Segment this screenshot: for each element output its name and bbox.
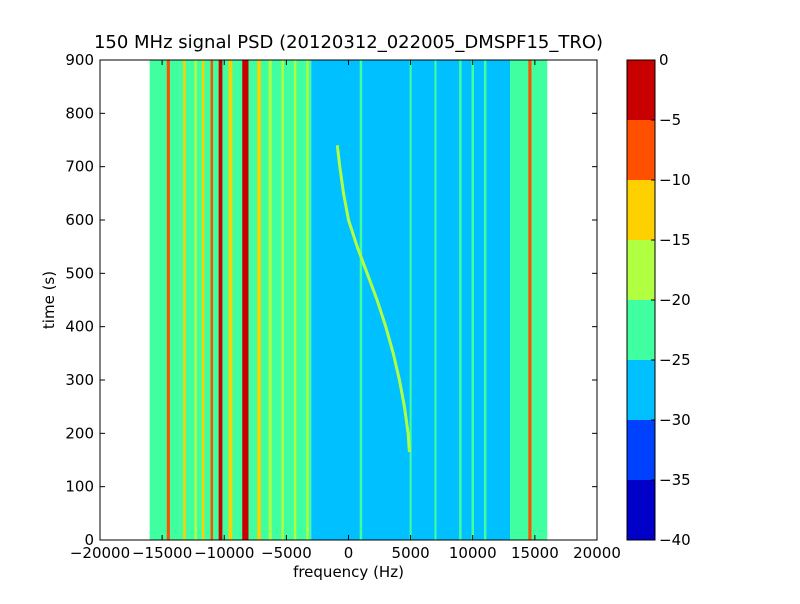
spectral-line-15 <box>434 60 437 540</box>
y-tick-label: 900 <box>65 51 94 69</box>
colorbar-level-4 <box>627 240 655 300</box>
spectral-line-5 <box>218 60 223 540</box>
spectral-line-12 <box>306 60 309 540</box>
spectral-line-17 <box>471 60 474 540</box>
spectral-line-19 <box>528 60 532 540</box>
y-tick-label: 600 <box>65 211 94 229</box>
colorbar-tick-label: −10 <box>659 171 691 189</box>
colorbar-tick-label: −30 <box>659 411 691 429</box>
spectral-line-16 <box>459 60 462 540</box>
x-tick-label: 15000 <box>511 544 559 562</box>
spectral-line-1 <box>183 60 186 540</box>
colorbar-level-2 <box>627 360 655 420</box>
heatmap-area <box>149 60 548 540</box>
spectral-line-7 <box>242 60 249 540</box>
colorbar-level-0 <box>627 480 655 540</box>
y-axis-label: time (s) <box>40 271 58 329</box>
y-tick-label: 0 <box>84 531 94 549</box>
y-tick-label: 500 <box>65 264 94 282</box>
x-tick-label: −15000 <box>132 544 192 562</box>
x-tick-label: 20000 <box>573 544 621 562</box>
spectral-line-13 <box>359 60 363 540</box>
colorbar-tick-label: −25 <box>659 351 691 369</box>
spectral-line-6 <box>228 60 233 540</box>
colorbar-tick-label: 0 <box>659 51 669 69</box>
spectral-line-18 <box>483 60 487 540</box>
spectral-line-14 <box>409 60 412 540</box>
doppler-curve <box>335 145 411 453</box>
colorbar-level-1 <box>627 420 655 480</box>
y-tick-label: 200 <box>65 424 94 442</box>
y-tick-label: 800 <box>65 104 94 122</box>
spectral-line-10 <box>281 60 284 540</box>
colorbar-level-6 <box>627 120 655 180</box>
colorbar-level-5 <box>627 180 655 240</box>
y-tick-label: 300 <box>65 371 94 389</box>
spectral-line-0 <box>166 60 170 540</box>
y-tick-label: 100 <box>65 478 94 496</box>
x-tick-label: 5000 <box>392 544 430 562</box>
colorbar-tick-label: −5 <box>659 111 681 129</box>
y-tick-label: 400 <box>65 318 94 336</box>
colorbar-tick-label: −15 <box>659 231 691 249</box>
colorbar-level-7 <box>627 60 655 120</box>
spectral-line-8 <box>257 60 261 540</box>
x-tick-label: −20000 <box>70 544 130 562</box>
x-tick-label: 0 <box>344 544 354 562</box>
chart-title: 150 MHz signal PSD (20120312_022005_DMSP… <box>94 32 603 53</box>
spectral-line-4 <box>210 60 214 540</box>
x-tick-label: −10000 <box>194 544 254 562</box>
colorbar-tick-label: −35 <box>659 471 691 489</box>
y-tick-label: 700 <box>65 158 94 176</box>
colorbar-level-3 <box>627 300 655 360</box>
spectral-line-2 <box>194 60 197 540</box>
x-tick-label: 10000 <box>449 544 497 562</box>
spectral-line-9 <box>268 60 272 540</box>
colorbar-tick-label: −20 <box>659 291 691 309</box>
x-axis-label: frequency (Hz) <box>293 563 404 581</box>
x-tick-label: −5000 <box>261 544 312 562</box>
spectral-line-3 <box>201 60 205 540</box>
colorbar-tick-label: −40 <box>659 531 691 549</box>
spectral-line-11 <box>293 60 297 540</box>
